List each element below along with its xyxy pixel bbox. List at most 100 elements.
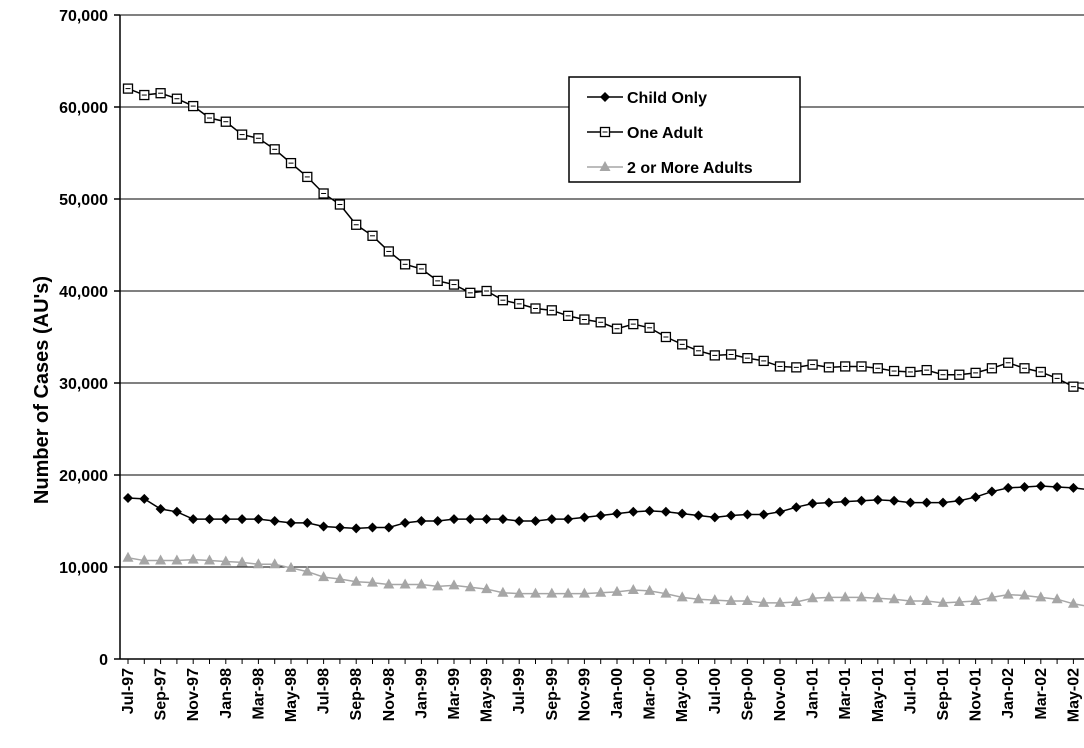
data-point (579, 512, 589, 522)
data-point (530, 588, 541, 598)
data-point (629, 320, 638, 329)
data-point (221, 514, 231, 524)
data-point (172, 94, 181, 103)
data-point (1053, 374, 1062, 383)
x-tick-label: Jul-99 (511, 668, 528, 714)
y-tick-label: 10,000 (59, 560, 108, 577)
data-point (628, 584, 639, 594)
data-point (351, 523, 361, 533)
data-point (661, 507, 671, 517)
data-point (873, 495, 883, 505)
data-point (742, 595, 753, 605)
data-point (987, 364, 996, 373)
data-point (1003, 589, 1014, 599)
x-tick-label: Nov-99 (576, 668, 593, 721)
data-point (889, 593, 900, 603)
y-tick-label: 50,000 (59, 192, 108, 209)
x-tick-label: Mar-99 (446, 668, 463, 720)
data-point (367, 577, 378, 587)
data-point (449, 514, 459, 524)
data-point (808, 360, 817, 369)
data-point (123, 493, 133, 503)
data-point (601, 128, 610, 137)
data-point (905, 498, 915, 508)
data-point (384, 247, 393, 256)
data-point (824, 363, 833, 372)
data-point (579, 588, 590, 598)
data-point (644, 585, 655, 595)
data-point (661, 333, 670, 342)
data-point (482, 287, 491, 296)
data-point (1020, 364, 1029, 373)
data-point (498, 296, 507, 305)
data-point (791, 502, 801, 512)
data-point (677, 509, 687, 519)
data-point (433, 516, 443, 526)
data-point (270, 516, 280, 526)
x-tick-label: Jul-98 (316, 668, 333, 714)
data-point (563, 588, 574, 598)
data-point (710, 351, 719, 360)
y-tick-label: 60,000 (59, 100, 108, 117)
data-point (856, 591, 867, 601)
data-point (547, 306, 556, 315)
data-point (824, 498, 834, 508)
data-point (709, 594, 720, 604)
series-child-only (123, 481, 1084, 533)
data-point (694, 510, 704, 520)
data-point (759, 510, 769, 520)
data-point (156, 89, 165, 98)
data-point (417, 264, 426, 273)
data-point (743, 354, 752, 363)
x-tick-label: Sep-01 (935, 668, 952, 721)
data-point (400, 578, 411, 588)
data-point (808, 499, 818, 509)
x-tick-label: Jan-99 (413, 668, 430, 719)
data-point (596, 318, 605, 327)
series-2-or-more-adults (123, 552, 1084, 611)
y-tick-label: 30,000 (59, 376, 108, 393)
legend-label: Child Only (627, 90, 707, 107)
data-point (188, 514, 198, 524)
data-point (971, 492, 981, 502)
data-point (955, 370, 964, 379)
data-point (1003, 483, 1013, 493)
x-tick-label: Nov-98 (381, 668, 398, 721)
data-point (352, 220, 361, 229)
data-point (204, 555, 215, 565)
y-tick-label: 20,000 (59, 468, 108, 485)
data-point (155, 555, 166, 565)
data-point (612, 509, 622, 519)
data-point (1036, 481, 1046, 491)
data-point (205, 514, 215, 524)
data-point (139, 494, 149, 504)
data-point (498, 514, 508, 524)
data-point (1020, 482, 1030, 492)
data-point (270, 145, 279, 154)
data-point (319, 189, 328, 198)
data-point (368, 522, 378, 532)
data-point (514, 516, 524, 526)
data-point (449, 579, 460, 589)
data-point (678, 340, 687, 349)
x-tick-label: Mar-00 (642, 668, 659, 720)
x-tick-label: May-02 (1065, 668, 1082, 722)
data-point (922, 498, 932, 508)
data-point (1068, 483, 1078, 493)
data-point (450, 280, 459, 289)
data-point (1004, 358, 1013, 367)
data-point (840, 497, 850, 507)
data-point (954, 596, 965, 606)
data-point (906, 367, 915, 376)
data-point (776, 362, 785, 371)
data-point (466, 288, 475, 297)
data-point (188, 554, 199, 564)
data-point (416, 516, 426, 526)
data-point (302, 518, 312, 528)
data-point (954, 496, 964, 506)
data-point (694, 346, 703, 355)
data-point (531, 516, 541, 526)
